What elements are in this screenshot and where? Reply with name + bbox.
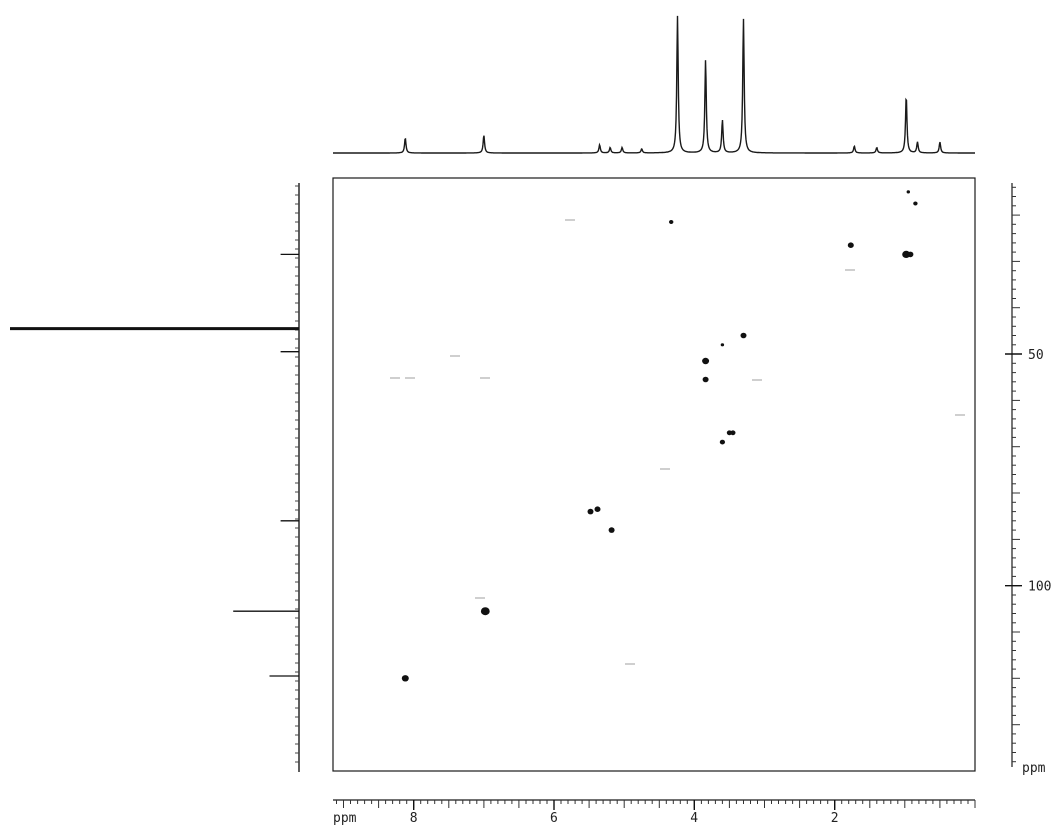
- noise-artifacts: [390, 219, 965, 665]
- left-projection: [10, 183, 300, 772]
- x-tick-label: 4: [690, 811, 698, 826]
- x-axis-minor-ticks: [336, 800, 976, 808]
- y-axis: 50 100 ppm: [1005, 183, 1051, 776]
- x-tick-label: 6: [550, 811, 558, 826]
- plot-frame: [332, 177, 976, 772]
- x-tick-label: 2: [831, 811, 839, 826]
- top-projection: [333, 15, 975, 154]
- x-tick-label: 8: [410, 811, 418, 826]
- cross-peak: [847, 242, 854, 248]
- cross-peak: [401, 675, 409, 682]
- left-projection-peaks: [10, 253, 299, 677]
- cross-peak: [740, 332, 747, 339]
- cross-peak: [719, 439, 726, 445]
- y-tick-label: 100: [1028, 580, 1051, 595]
- x-axis: 8 6 4 2 ppm: [333, 799, 976, 826]
- y-axis-label: ppm: [1022, 761, 1046, 776]
- cross-peak: [730, 430, 736, 436]
- top-projection-trace: [333, 15, 975, 154]
- x-axis-major-ticks: 8 6 4 2: [410, 800, 839, 826]
- y-axis-major-ticks: 50 100: [1005, 348, 1051, 595]
- cross-peak: [913, 201, 918, 206]
- left-projection-minor-ticks: [295, 185, 299, 763]
- x-axis-label: ppm: [333, 811, 357, 826]
- y-tick-label: 50: [1028, 348, 1044, 363]
- cross-peak: [907, 251, 914, 258]
- cross-peak: [702, 357, 710, 365]
- cross-peak: [906, 190, 910, 194]
- cross-peak: [702, 376, 709, 383]
- cross-peak: [720, 343, 725, 347]
- cross-peak: [608, 527, 615, 533]
- cross-peak: [480, 607, 490, 616]
- y-axis-minor-ticks: [1012, 186, 1020, 763]
- cross-peak: [594, 506, 601, 512]
- cross-peak: [587, 508, 594, 515]
- cross-peaks: [401, 190, 918, 682]
- cross-peak: [669, 220, 674, 224]
